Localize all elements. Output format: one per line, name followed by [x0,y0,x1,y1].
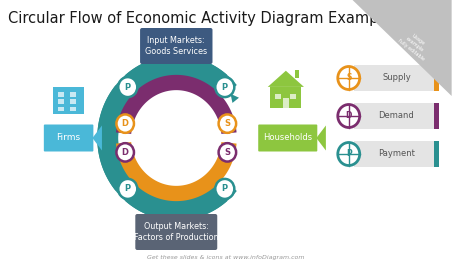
Text: P: P [222,82,228,92]
Polygon shape [268,71,304,87]
Text: S: S [224,148,230,157]
FancyBboxPatch shape [58,99,64,104]
Text: Get these slides & icons at www.infoDiagram.com: Get these slides & icons at www.infoDiag… [147,255,305,260]
Circle shape [219,143,236,161]
Text: P: P [125,82,131,92]
FancyBboxPatch shape [258,124,317,152]
Circle shape [117,143,134,161]
FancyBboxPatch shape [70,107,76,111]
Text: Firms: Firms [56,134,81,143]
Text: Households: Households [263,134,312,143]
FancyBboxPatch shape [434,65,439,91]
FancyBboxPatch shape [58,92,64,97]
Text: S: S [346,73,351,82]
Text: Input Markets:
Goods Services: Input Markets: Goods Services [145,36,207,56]
Text: D: D [122,148,129,157]
Text: Supply: Supply [382,73,411,82]
Text: D: D [122,119,129,128]
Circle shape [338,66,360,89]
Text: P: P [222,184,228,193]
Circle shape [118,179,137,199]
FancyBboxPatch shape [355,103,438,129]
FancyBboxPatch shape [135,214,217,250]
Circle shape [215,179,234,199]
FancyBboxPatch shape [44,124,93,152]
Circle shape [117,114,134,133]
Polygon shape [92,126,102,151]
Text: P: P [125,184,131,193]
FancyBboxPatch shape [434,103,439,129]
FancyBboxPatch shape [355,65,438,91]
Circle shape [219,114,236,133]
Circle shape [338,143,360,165]
FancyBboxPatch shape [291,94,296,99]
Text: S: S [224,119,230,128]
Circle shape [338,105,360,127]
FancyBboxPatch shape [70,99,76,104]
FancyBboxPatch shape [53,87,84,114]
Polygon shape [316,126,326,151]
FancyBboxPatch shape [271,87,301,108]
FancyBboxPatch shape [295,70,299,78]
Polygon shape [353,0,452,96]
FancyBboxPatch shape [355,141,438,167]
FancyBboxPatch shape [283,98,289,108]
Text: Payment: Payment [378,149,415,159]
FancyBboxPatch shape [275,94,281,99]
Text: Usage
example
fully editable: Usage example fully editable [397,28,432,61]
FancyBboxPatch shape [140,28,212,64]
Circle shape [215,77,234,97]
Text: Output Markets:
Factors of Production: Output Markets: Factors of Production [134,222,219,242]
FancyBboxPatch shape [58,107,64,111]
Text: P: P [346,149,352,159]
Text: D: D [346,111,352,120]
FancyBboxPatch shape [434,141,439,167]
Text: Circular Flow of Economic Activity Diagram Example: Circular Flow of Economic Activity Diagr… [8,11,391,26]
Text: Demand: Demand [379,111,414,120]
Circle shape [118,77,137,97]
FancyBboxPatch shape [70,92,76,97]
